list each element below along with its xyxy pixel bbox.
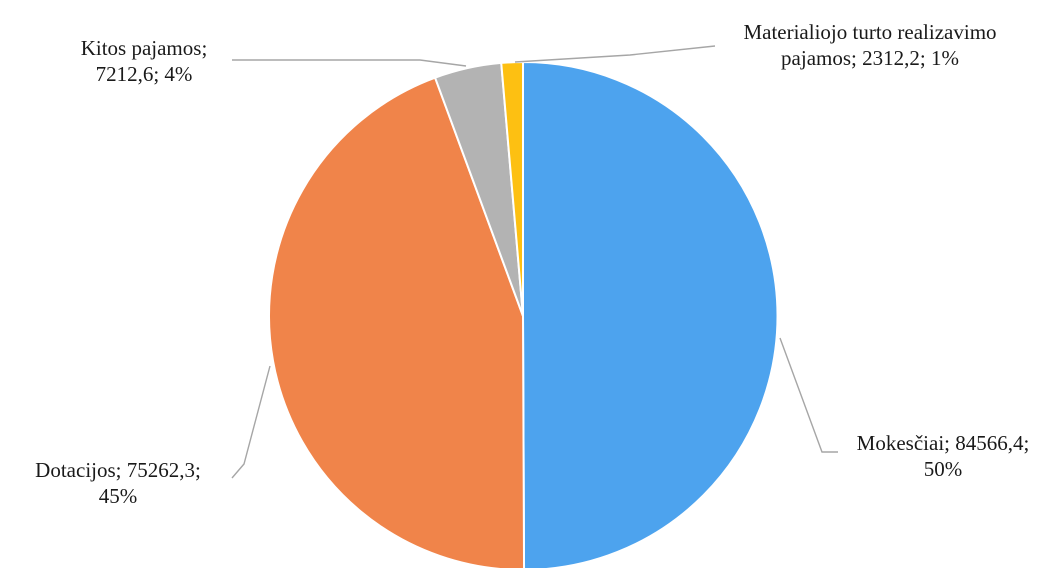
data-label-materialiojo-turto-realizavimo-pajamos: Materialiojo turto realizavimo pajamos; 2… — [743, 20, 996, 70]
pie-slice-mokesciai — [522, 60, 779, 568]
data-label-dotacijos: Dotacijos; 75262,3; 45% — [35, 458, 201, 508]
data-label-mokesciai: Mokesčiai; 84566,4; 50% — [857, 431, 1030, 481]
leader-line-dotacijos — [231, 365, 271, 479]
data-labels: Mokesčiai; 84566,4; 50% Dotacijos; 75262,3… — [35, 20, 1029, 508]
data-label-line: 50% — [924, 457, 963, 481]
pie-slices — [268, 60, 779, 568]
data-label-line: Kitos pajamos; — [81, 36, 208, 60]
data-label-line: pajamos; 2312,2; 1% — [781, 46, 959, 70]
data-label-line: 45% — [99, 484, 138, 508]
leader-lines — [231, 45, 838, 479]
data-label-line: Dotacijos; 75262,3; — [35, 458, 201, 482]
leader-line-kitos-pajamos — [232, 59, 467, 67]
data-label-line: Mokesčiai; 84566,4; — [857, 431, 1030, 455]
data-label-line: Materialiojo turto realizavimo — [743, 20, 996, 44]
leader-line-mokesciai — [779, 337, 838, 453]
data-label-line: 7212,6; 4% — [96, 62, 193, 86]
data-label-kitos-pajamos: Kitos pajamos; 7212,6; 4% — [81, 36, 208, 86]
pie-slice-dotacijos — [268, 76, 526, 568]
leader-line-materialiojo-turto-realizavimo-pajamos — [514, 45, 716, 63]
